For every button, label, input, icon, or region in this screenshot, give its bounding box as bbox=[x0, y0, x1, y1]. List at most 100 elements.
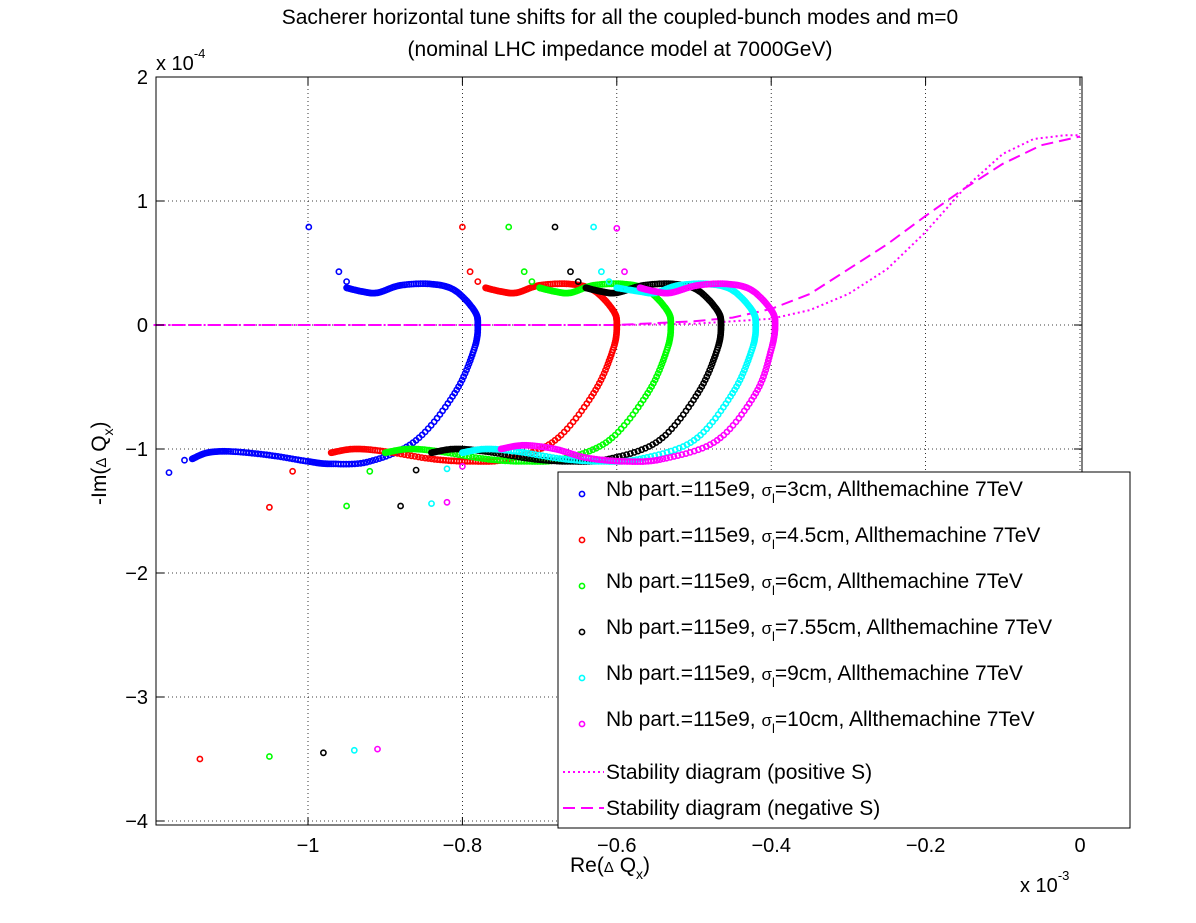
isolated-point bbox=[343, 502, 350, 510]
data-point bbox=[627, 450, 634, 457]
data-point bbox=[411, 452, 419, 460]
data-point bbox=[636, 284, 644, 292]
isolated-point bbox=[621, 268, 628, 276]
data-point bbox=[761, 369, 768, 377]
legend-label: Nb part.=115e9, σl=4.5cm, Allthemachine … bbox=[606, 524, 1040, 552]
legend-label: Nb part.=115e9, σl=9cm, Allthemachine 7T… bbox=[606, 662, 1023, 690]
y-tick-label: −2 bbox=[125, 563, 148, 585]
data-point bbox=[421, 454, 429, 462]
data-point bbox=[525, 449, 533, 457]
data-point bbox=[369, 457, 377, 464]
data-point bbox=[518, 448, 526, 456]
data-point bbox=[663, 454, 670, 462]
data-point bbox=[653, 456, 661, 464]
data-point bbox=[736, 376, 744, 384]
data-point bbox=[650, 379, 657, 387]
data-point bbox=[604, 360, 612, 368]
data-point bbox=[670, 453, 678, 460]
data-point bbox=[277, 453, 285, 461]
data-point bbox=[739, 369, 747, 377]
data-point bbox=[592, 444, 600, 452]
isolated-point bbox=[196, 755, 204, 763]
legend-label: Nb part.=115e9, σl=6cm, Allthemachine 7T… bbox=[606, 570, 1023, 598]
legend-marker bbox=[578, 720, 586, 728]
stability-lines bbox=[153, 134, 1081, 326]
isolated-point bbox=[265, 503, 273, 511]
data-point bbox=[479, 455, 486, 462]
x-tick-label: −0.2 bbox=[906, 835, 945, 857]
isolated-point bbox=[474, 278, 482, 285]
isolated-point bbox=[590, 223, 597, 231]
data-point bbox=[638, 446, 646, 454]
data-point bbox=[357, 459, 365, 467]
y-tick-label: 2 bbox=[137, 67, 148, 89]
data-point bbox=[743, 360, 751, 368]
legend-label: Nb part.=115e9, σl=7.55cm, Allthemachine… bbox=[606, 616, 1052, 644]
data-point bbox=[678, 451, 686, 458]
data-point bbox=[656, 366, 663, 374]
isolated-point bbox=[443, 465, 451, 473]
data-point bbox=[634, 447, 642, 455]
legend-entries: Nb part.=115e9, σl=3cm, Allthemachine 7T… bbox=[563, 478, 1052, 820]
data-point bbox=[764, 360, 771, 368]
data-point bbox=[630, 448, 638, 456]
data-point bbox=[414, 453, 422, 461]
data-point bbox=[460, 373, 467, 381]
x-tick-label: 0 bbox=[1074, 835, 1085, 857]
data-point bbox=[463, 366, 470, 374]
data-point bbox=[708, 360, 716, 368]
isolated-point bbox=[428, 500, 435, 507]
isolated-point bbox=[466, 268, 474, 276]
data-point bbox=[762, 366, 770, 374]
data-point bbox=[456, 379, 464, 387]
data-point bbox=[535, 451, 543, 459]
data-point bbox=[461, 369, 469, 377]
data-point bbox=[515, 448, 523, 456]
data-point bbox=[556, 455, 564, 462]
isolated-point bbox=[505, 223, 513, 231]
data-point bbox=[742, 363, 750, 371]
data-point bbox=[599, 373, 606, 381]
isolated-point bbox=[165, 469, 173, 476]
data-point bbox=[546, 453, 553, 461]
data-point bbox=[701, 376, 709, 384]
isolated-point bbox=[305, 223, 313, 231]
isolated-point bbox=[366, 467, 374, 475]
data-point bbox=[650, 457, 658, 464]
data-point bbox=[600, 369, 608, 377]
data-point bbox=[757, 379, 765, 387]
y-tick-label: −4 bbox=[125, 811, 148, 833]
legend-marker bbox=[578, 628, 586, 636]
x-tick-label: −1 bbox=[297, 835, 320, 857]
data-point bbox=[623, 451, 630, 458]
isolated-point bbox=[574, 278, 582, 285]
data-point bbox=[706, 366, 714, 374]
stability-line-positive bbox=[153, 134, 1080, 326]
x-tick-label: −0.8 bbox=[443, 835, 482, 857]
data-point bbox=[674, 452, 682, 459]
isolated-point bbox=[567, 268, 574, 276]
axis-ticks: −1 −0.8 −0.6 −0.4 −0.2 0 −4 −3 −2 −1 0 1 2 bbox=[125, 67, 1085, 857]
isolated-point bbox=[551, 223, 559, 231]
isolated-point bbox=[520, 268, 528, 276]
data-point bbox=[354, 460, 362, 467]
isolated-point bbox=[265, 753, 273, 760]
isolated-point bbox=[605, 278, 613, 285]
isolated-point bbox=[350, 746, 358, 754]
data-point bbox=[704, 369, 712, 377]
data-point bbox=[343, 284, 350, 292]
data-point bbox=[472, 454, 480, 461]
data-point bbox=[734, 379, 742, 387]
stability-line-negative bbox=[153, 135, 1081, 326]
data-point bbox=[595, 379, 603, 387]
grid bbox=[156, 76, 1082, 825]
isolated-point bbox=[528, 278, 536, 285]
data-point bbox=[764, 357, 772, 365]
data-point bbox=[372, 456, 380, 463]
data-point bbox=[280, 453, 288, 461]
y-tick-label: 1 bbox=[137, 191, 148, 213]
series-1 bbox=[165, 223, 482, 476]
x-multiplier: x 10-3 bbox=[1020, 868, 1069, 897]
data-point bbox=[656, 456, 664, 463]
